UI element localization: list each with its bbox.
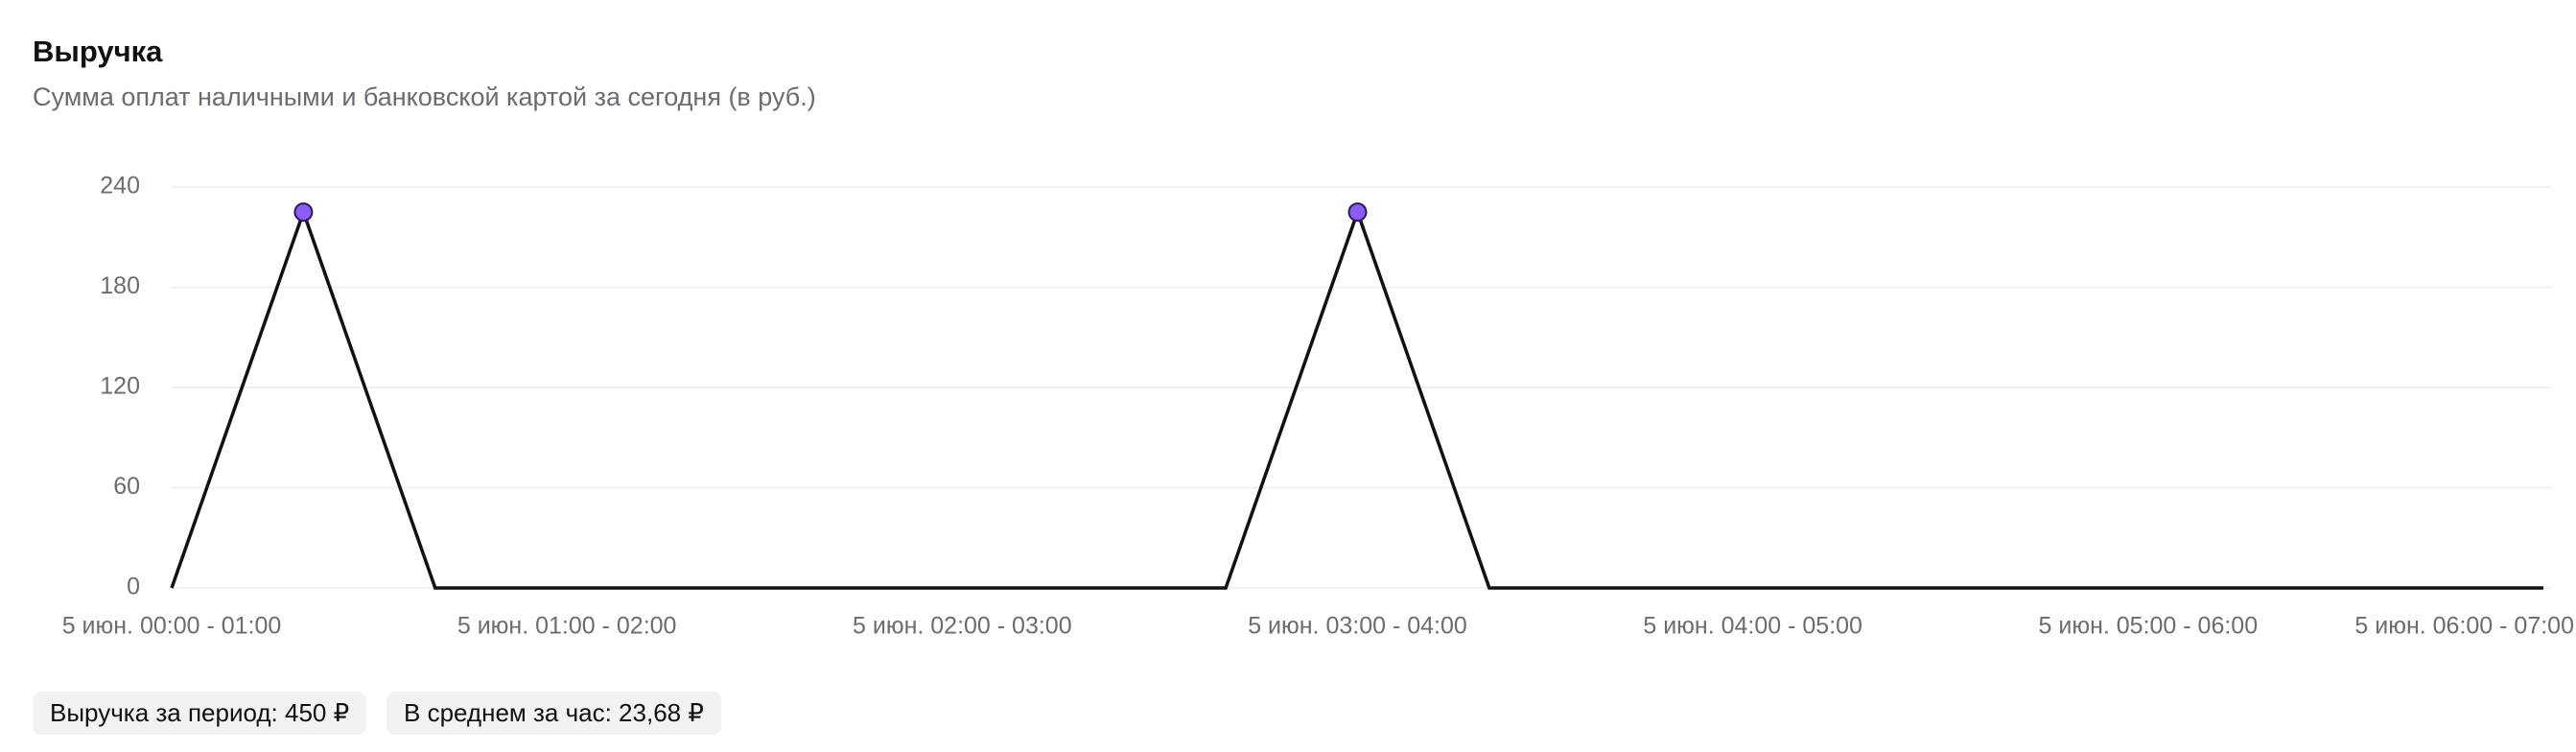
line	[170, 206, 2543, 590]
y-tick-label: 0	[127, 574, 140, 600]
x-tick-label: 5 июн. 03:00 - 04:00	[1248, 613, 1467, 640]
y-tick-label: 120	[100, 373, 140, 400]
x-tick-label: 5 июн. 06:00 - 07:00	[2354, 613, 2574, 640]
summary-badge: В среднем за час: 23,68 ₽	[386, 692, 721, 735]
point-marker	[1347, 202, 1368, 223]
x-tick-label: 5 июн. 01:00 - 02:00	[457, 613, 677, 640]
x-tick-label: 5 июн. 02:00 - 03:00	[853, 613, 1072, 640]
x-tick-label: 5 июн. 04:00 - 05:00	[1643, 613, 1862, 640]
x-tick-label: 5 июн. 05:00 - 06:00	[2039, 613, 2259, 640]
chart-subtitle: Сумма оплат наличными и банковской карто…	[33, 82, 816, 111]
y-tick-label: 180	[100, 272, 140, 299]
y-tick-label: 240	[100, 173, 140, 200]
y-tick-label: 60	[113, 473, 140, 500]
x-tick-label: 5 июн. 00:00 - 01:00	[62, 613, 282, 640]
chart-title: Выручка	[33, 35, 163, 68]
summary-badge: Выручка за период: 450 ₽	[33, 692, 367, 735]
point-marker	[293, 202, 314, 223]
chart: 0 60 120 180 240 5 июн. 00:00 - 01:00 5 июн. 0…	[62, 173, 2574, 640]
